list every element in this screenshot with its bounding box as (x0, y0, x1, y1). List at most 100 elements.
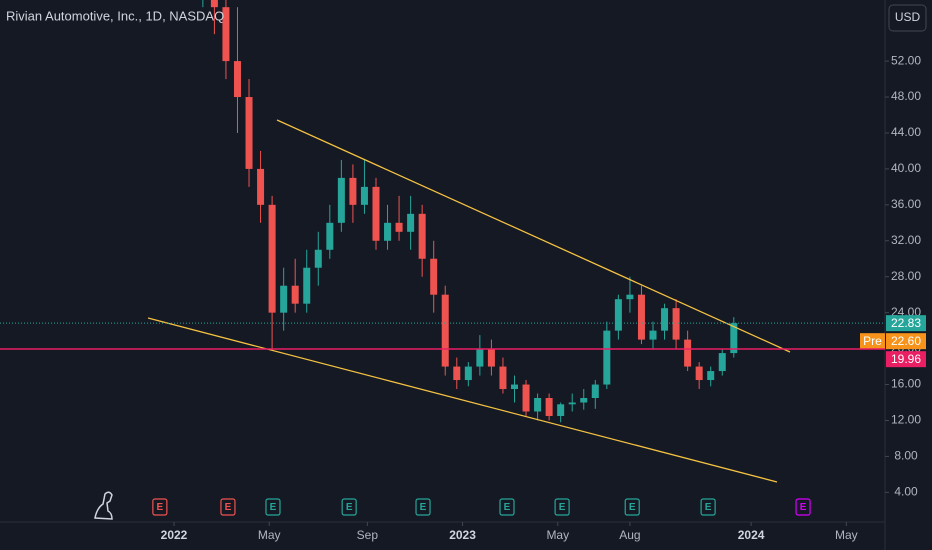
price-label: 19.96 (891, 352, 921, 366)
candle-body (453, 366, 461, 381)
y-tick-label: 32.00 (891, 233, 921, 247)
candle-body (372, 186, 380, 241)
candle-body (210, 0, 218, 8)
event-label: E (559, 502, 566, 513)
y-tick-label: 44.00 (891, 125, 921, 139)
candle-body (464, 366, 472, 381)
candle-body (395, 222, 403, 232)
y-tick-label: 16.00 (891, 377, 921, 391)
x-tick-label: Aug (619, 528, 640, 542)
candle-body (233, 61, 241, 98)
candle-body (649, 330, 657, 340)
y-tick-label: 28.00 (891, 269, 921, 283)
candle-body (614, 299, 622, 331)
candle-body (337, 177, 345, 223)
plot-area (202, 0, 738, 423)
candle-body (510, 384, 518, 390)
event-marker (554, 498, 570, 516)
y-tick-label: 12.00 (891, 413, 921, 427)
candle-body (718, 353, 726, 372)
candle-body (314, 249, 322, 268)
candle-body (695, 366, 703, 381)
event-marker (415, 498, 431, 516)
candle-body (545, 398, 553, 416)
candle-body (707, 371, 715, 381)
price-label: 22.60 (891, 334, 921, 348)
candle-body (303, 267, 311, 304)
x-tick-label: 2024 (738, 528, 765, 542)
event-label: E (346, 502, 353, 513)
price-label: 22.83 (891, 316, 921, 330)
event-marker (499, 498, 515, 516)
currency-label[interactable]: USD (895, 10, 921, 24)
x-tick-label: Sep (357, 528, 379, 542)
candle-body (407, 213, 415, 232)
candle-body (499, 366, 507, 390)
candle-body (557, 404, 565, 416)
x-tick-label: 2022 (161, 528, 188, 542)
event-marker (700, 498, 716, 516)
event-label: E (157, 502, 164, 513)
price-label-box (886, 351, 926, 368)
logo (94, 491, 113, 520)
candle-body (222, 7, 230, 62)
candle-body (384, 222, 392, 241)
event-marker (795, 498, 811, 516)
candle-body (580, 398, 588, 403)
candle-body (637, 294, 645, 340)
candle-body (626, 294, 634, 300)
y-tick-label: 48.00 (891, 89, 921, 103)
y-tick-label: 4.00 (894, 485, 918, 499)
x-tick-label: May (835, 528, 858, 542)
event-label: E (800, 502, 807, 513)
candle-body (291, 285, 299, 304)
event-label: E (270, 502, 277, 513)
candle-body (522, 384, 530, 412)
y-tick-label: 40.00 (891, 161, 921, 175)
candle-body (326, 222, 334, 250)
candle-body (476, 348, 484, 367)
currency-button[interactable] (888, 4, 927, 32)
candle-body (257, 168, 265, 205)
event-marker (624, 498, 640, 516)
candle-body (349, 177, 357, 205)
candle-body (534, 398, 542, 412)
event-label: E (225, 502, 232, 513)
candle-body (603, 330, 611, 385)
candle-body (487, 348, 495, 367)
event-marker (341, 498, 357, 516)
candle-body (661, 308, 669, 331)
y-tick-label: 52.00 (891, 53, 921, 67)
trend-line (147, 317, 778, 483)
candle-body (441, 294, 449, 367)
candle-body (268, 204, 276, 313)
candle-body (418, 213, 426, 259)
y-tick-label: 8.00 (894, 449, 918, 463)
candle-body (591, 384, 599, 399)
candle-body (245, 97, 253, 169)
candle-body (684, 339, 692, 367)
x-tick-label: May (546, 528, 569, 542)
x-tick-label: May (258, 528, 281, 542)
event-label: E (629, 502, 636, 513)
event-label: E (504, 502, 511, 513)
candle-body (568, 402, 576, 405)
candle-body (730, 323, 738, 354)
price-label-tag-text: Pre (863, 334, 882, 348)
price-label-box (886, 315, 926, 332)
event-marker (220, 498, 236, 516)
candle-body (360, 186, 368, 205)
candle-body (672, 308, 680, 340)
event-label: E (420, 502, 427, 513)
candle-body (280, 285, 288, 313)
chart-title: Rivian Automotive, Inc., 1D, NASDAQ (6, 8, 224, 23)
price-label-box (886, 333, 926, 350)
trend-line (276, 119, 791, 353)
event-marker (152, 498, 168, 516)
x-tick-label: 2023 (449, 528, 476, 542)
event-label: E (705, 502, 712, 513)
event-marker (265, 498, 281, 516)
y-tick-label: 36.00 (891, 197, 921, 211)
